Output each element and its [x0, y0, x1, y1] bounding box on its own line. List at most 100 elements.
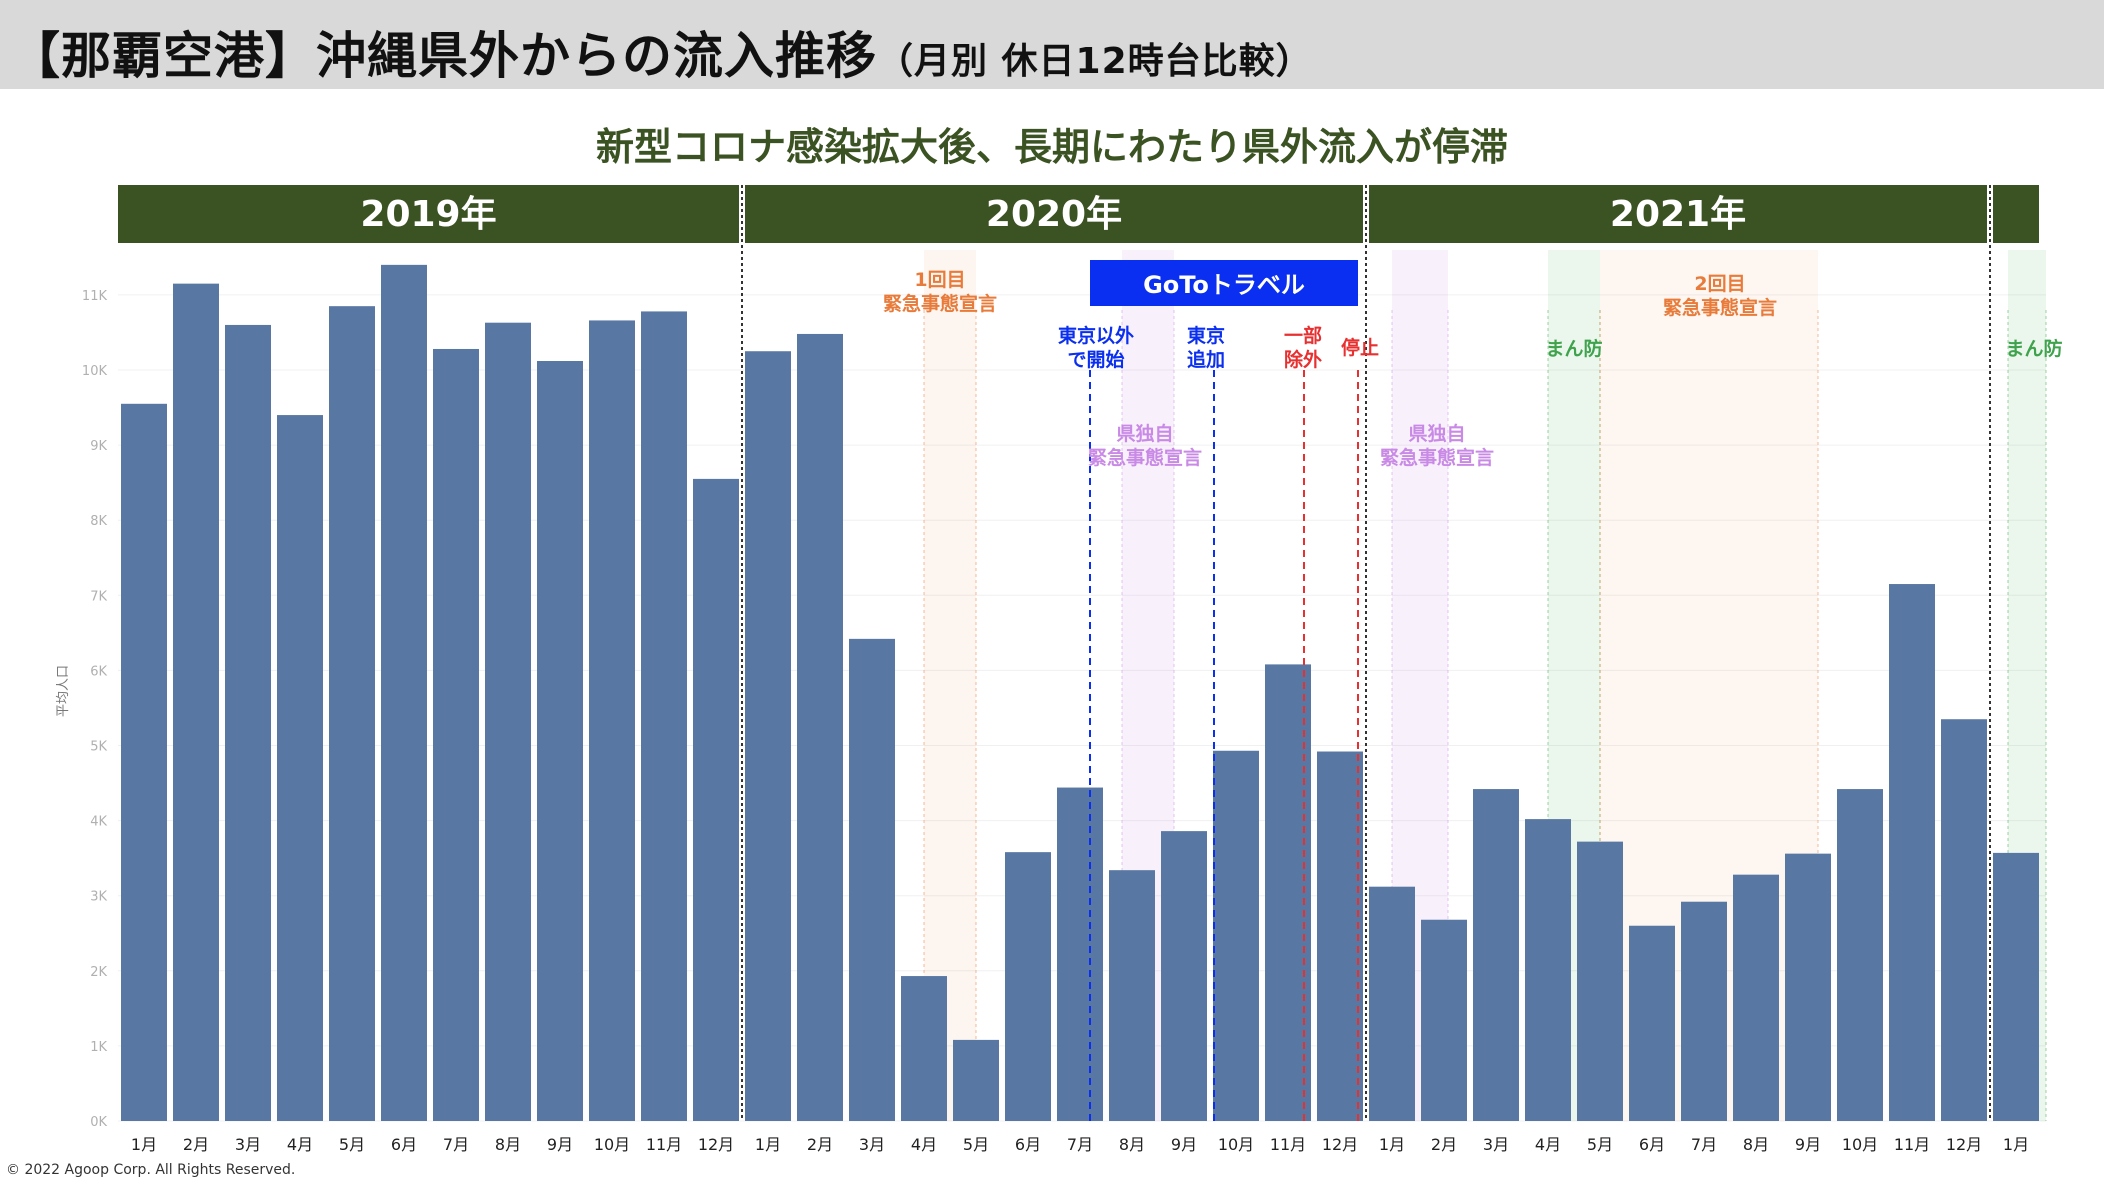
x-tick-label: 3月	[859, 1135, 885, 1154]
stop-label: 停止	[1341, 336, 1379, 359]
x-tick-label: 8月	[1119, 1135, 1145, 1154]
bar	[1629, 925, 1675, 1121]
y-tick-label: 3K	[90, 890, 107, 905]
x-tick-label: 3月	[1483, 1135, 1509, 1154]
bar	[225, 324, 271, 1121]
x-tick-label: 10月	[1842, 1135, 1878, 1154]
year-band	[118, 185, 739, 243]
bar	[1577, 841, 1623, 1121]
bar	[1889, 584, 1935, 1121]
emergency2-label: 緊急事態宣言	[1663, 296, 1777, 319]
y-tick-label: 7K	[90, 589, 107, 604]
bar	[1057, 787, 1103, 1121]
x-tick-label: 2月	[807, 1135, 833, 1154]
bar	[1785, 853, 1831, 1121]
bar	[1733, 874, 1779, 1121]
annotations: GoToトラベル1回目緊急事態宣言東京以外で開始東京追加一部除外停止県独自緊急事…	[883, 260, 2063, 469]
goto-label: GoToトラベル	[1143, 271, 1305, 299]
goto-start-label: で開始	[1067, 348, 1124, 371]
x-tick-label: 1月	[131, 1135, 157, 1154]
y-tick-label: 6K	[90, 664, 107, 679]
year-label: 2021年	[1610, 194, 1746, 235]
bar	[433, 348, 479, 1121]
pref1-label: 緊急事態宣言	[1088, 446, 1202, 469]
partial-exclusion-label: 除外	[1284, 348, 1322, 371]
bar	[381, 264, 427, 1121]
page-subtitle: 新型コロナ感染拡大後、長期にわたり県外流入が停滞	[595, 125, 1508, 169]
bar	[537, 360, 583, 1121]
bar	[693, 478, 739, 1121]
page-title-main: 【那覇空港】沖縄県外からの流入推移	[10, 27, 877, 85]
emergency1-label: 緊急事態宣言	[883, 292, 997, 315]
emergency2-label: 2回目	[1694, 273, 1745, 295]
bars	[121, 264, 2039, 1122]
x-tick-label: 5月	[963, 1135, 989, 1154]
x-tick-label: 12月	[698, 1135, 734, 1154]
event-lines	[741, 185, 1991, 1121]
y-tick-label: 4K	[90, 815, 107, 830]
pref2-label: 県独自	[1408, 422, 1465, 445]
y-tick-label: 11K	[82, 289, 108, 304]
partial-exclusion-label: 一部	[1284, 324, 1322, 347]
bar	[1317, 751, 1363, 1121]
pref2-label: 緊急事態宣言	[1380, 446, 1494, 469]
x-tick-label: 4月	[911, 1135, 937, 1154]
bar	[797, 333, 843, 1121]
bar	[589, 320, 635, 1122]
bar	[277, 415, 323, 1121]
x-tick-label: 7月	[1067, 1135, 1093, 1154]
bar	[1993, 852, 2039, 1121]
x-tick-label: 10月	[1218, 1135, 1254, 1154]
year-band	[1993, 185, 2039, 243]
bar	[745, 351, 791, 1122]
x-tick-label: 2月	[1431, 1135, 1457, 1154]
x-tick-label: 9月	[1171, 1135, 1197, 1154]
goto-banner	[1090, 260, 1358, 306]
bar	[641, 311, 687, 1121]
bar	[121, 403, 167, 1121]
x-tick-label: 8月	[495, 1135, 521, 1154]
x-tick-label: 12月	[1322, 1135, 1358, 1154]
page-title: 【那覇空港】沖縄県外からの流入推移（月別 休日12時台比較）	[10, 16, 1313, 88]
x-tick-label: 1月	[1379, 1135, 1405, 1154]
year-band	[745, 185, 1363, 243]
y-tick-label: 8K	[90, 514, 107, 529]
bar	[485, 322, 531, 1121]
bar	[173, 283, 219, 1121]
emergency1-shade	[924, 250, 976, 1121]
page-title-sub: （月別 休日12時台比較）	[877, 41, 1313, 82]
y-tick-label: 9K	[90, 439, 107, 454]
bar	[1369, 886, 1415, 1121]
bar	[953, 1039, 999, 1121]
year-bands: 2019年 2020年 2021年	[118, 185, 2039, 243]
tokyo-add-label: 東京	[1187, 324, 1225, 347]
x-tick-label: 9月	[547, 1135, 573, 1154]
bar	[1837, 789, 1883, 1121]
x-tick-label: 10月	[594, 1135, 630, 1154]
x-tick-label: 5月	[339, 1135, 365, 1154]
bar	[1421, 919, 1467, 1121]
x-tick-label: 7月	[1691, 1135, 1717, 1154]
pref1-label: 県独自	[1116, 422, 1173, 445]
bar	[1109, 870, 1155, 1121]
bar	[1473, 789, 1519, 1121]
copyright: © 2022 Agoop Corp. All Rights Reserved.	[6, 1162, 296, 1178]
title-bar	[0, 0, 2104, 89]
x-tick-label: 9月	[1795, 1135, 1821, 1154]
manbo1-label: まん防	[1545, 337, 1602, 360]
y-axis-label: 平均人口	[56, 665, 71, 717]
x-tick-label: 4月	[287, 1135, 313, 1154]
x-tick-label: 1月	[755, 1135, 781, 1154]
x-tick-label: 12月	[1946, 1135, 1982, 1154]
bar	[849, 638, 895, 1121]
tokyo-add-label: 追加	[1187, 348, 1225, 371]
x-tick-label: 11月	[1894, 1135, 1930, 1154]
year-label: 2020年	[986, 194, 1122, 235]
y-tick-label: 0K	[90, 1115, 107, 1130]
bar	[1525, 819, 1571, 1121]
x-tick-label: 11月	[1270, 1135, 1306, 1154]
y-tick-label: 2K	[90, 965, 107, 980]
bar	[329, 306, 375, 1121]
x-tick-label: 4月	[1535, 1135, 1561, 1154]
